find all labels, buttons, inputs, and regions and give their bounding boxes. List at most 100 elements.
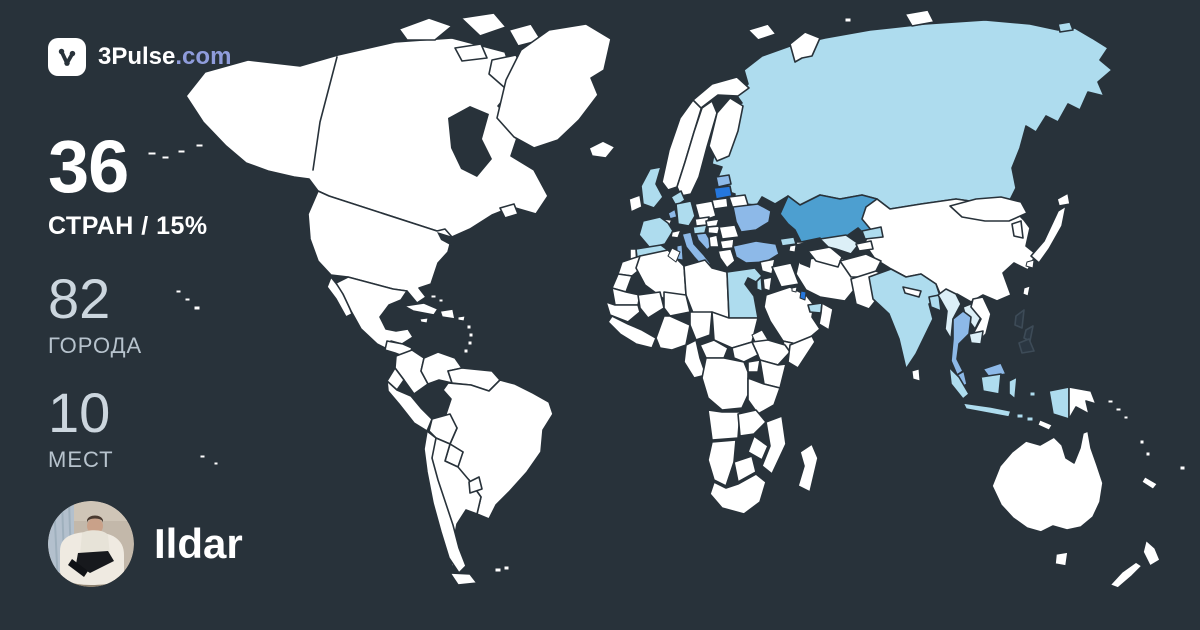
country-ie xyxy=(628,194,643,213)
country-ch xyxy=(670,229,682,239)
country-in xyxy=(868,268,942,370)
country-th xyxy=(950,310,972,376)
island-bahamas xyxy=(430,294,437,299)
country-zw xyxy=(747,435,769,461)
island-svalbard xyxy=(747,23,777,41)
country-np xyxy=(902,286,922,298)
island-severnaya xyxy=(904,9,935,27)
country-sy xyxy=(759,258,776,275)
island-pacific xyxy=(213,461,219,466)
caspian-sea xyxy=(796,242,812,268)
country-id-isle xyxy=(1016,413,1024,419)
country-ci xyxy=(607,315,657,349)
country-ua xyxy=(732,203,772,233)
countries-label: СТРАН / 15% xyxy=(48,212,208,240)
brand-name-main: 3Pulse xyxy=(98,43,176,70)
island-fiji xyxy=(1179,465,1186,471)
three-point-pulse-icon xyxy=(58,48,76,66)
brand-name: 3Pulse.com xyxy=(98,43,231,71)
country-it xyxy=(681,231,712,269)
island-bahamas xyxy=(438,298,444,303)
country-id-halmahera xyxy=(1029,391,1036,397)
country-am xyxy=(788,244,797,253)
island-antilles xyxy=(468,332,474,338)
country-tj xyxy=(855,240,874,252)
island-vanuatu xyxy=(1145,451,1151,457)
island-falkland xyxy=(494,567,502,573)
country-ca xyxy=(185,37,549,238)
country-kg xyxy=(861,226,884,240)
country-jo xyxy=(762,276,773,292)
country-cl xyxy=(423,430,467,574)
country-ke xyxy=(759,359,787,389)
tierra-del-fuego xyxy=(449,572,478,586)
country-jp-hokkaido xyxy=(1056,192,1071,207)
country-za xyxy=(709,473,767,515)
cities-count: 82 xyxy=(48,267,111,330)
country-id-java xyxy=(962,402,1012,418)
country-zm xyxy=(737,409,767,437)
country-kw xyxy=(791,286,798,293)
places-label: МЕСТ xyxy=(48,447,114,472)
country-td xyxy=(689,311,713,341)
country-ph xyxy=(1018,338,1035,354)
country-ge xyxy=(779,236,797,247)
country-id-sulawesi xyxy=(1008,376,1018,400)
island-falkland xyxy=(503,565,510,571)
island-aleutian xyxy=(161,155,170,160)
country-au xyxy=(991,430,1104,533)
island-vanuatu xyxy=(1139,439,1145,445)
country-bg xyxy=(719,238,735,250)
country-ng xyxy=(655,315,691,351)
country-ro xyxy=(718,224,740,240)
country-cu xyxy=(403,302,439,316)
country-iq xyxy=(771,262,800,288)
country-pe xyxy=(386,380,433,432)
great-lakes xyxy=(437,232,459,247)
country-uy xyxy=(468,476,483,494)
country-kh xyxy=(968,330,984,345)
country-id-isle xyxy=(1026,416,1034,422)
country-uz xyxy=(819,234,860,255)
arctic-island xyxy=(398,17,453,41)
country-ee xyxy=(715,174,732,188)
country-gr xyxy=(717,248,736,269)
country-af xyxy=(839,253,882,278)
stats-panel: 3Pulse.com 36 СТРАН / 15% 82 ГОРОДА 10 М… xyxy=(48,38,243,587)
country-tr xyxy=(732,240,780,264)
country-jp xyxy=(1030,205,1067,264)
island-newfoundland xyxy=(499,203,519,219)
island-antilles xyxy=(463,348,469,354)
country-mx xyxy=(335,276,414,350)
border-alaska xyxy=(312,56,338,171)
countries-count: 36 xyxy=(48,125,129,208)
country-ae xyxy=(807,302,823,314)
hudson-bay xyxy=(448,106,492,177)
country-hu xyxy=(707,225,721,235)
country-mg xyxy=(797,443,819,493)
country-ph xyxy=(1014,309,1025,329)
avatar-photo xyxy=(48,501,134,587)
user-name: Ildar xyxy=(154,520,243,567)
island-hawaii xyxy=(193,305,201,311)
island-hawaii xyxy=(184,297,191,302)
island-solomon xyxy=(1123,415,1129,420)
country-sn xyxy=(605,301,641,323)
arctic-island xyxy=(454,43,488,62)
island-antilles xyxy=(466,324,472,330)
brand-logo-badge xyxy=(48,38,86,76)
places-count: 10 xyxy=(48,381,111,444)
country-bw xyxy=(733,455,757,483)
country-pl xyxy=(694,200,717,223)
island-puerto-rico xyxy=(457,315,466,322)
country-nl xyxy=(667,208,678,220)
country-tz xyxy=(747,377,781,415)
country-ml xyxy=(637,291,665,319)
country-kz xyxy=(779,194,883,253)
country-tl xyxy=(1037,419,1053,431)
country-kr xyxy=(1011,220,1024,239)
brand-logo[interactable]: 3Pulse.com xyxy=(48,38,243,76)
country-us xyxy=(307,190,453,304)
country-om xyxy=(818,302,834,331)
island-solomon xyxy=(1115,407,1122,412)
